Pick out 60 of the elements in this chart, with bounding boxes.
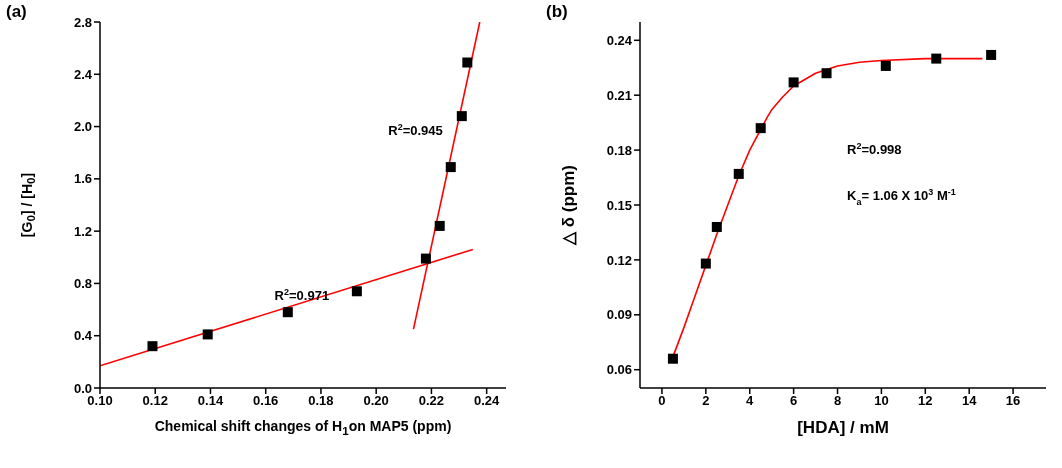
y-tick-label: 0.0 bbox=[73, 380, 92, 396]
y-tick-label: 0.12 bbox=[606, 252, 632, 268]
point bbox=[456, 111, 467, 122]
y-tick-label: 0.4 bbox=[73, 328, 93, 344]
annotation: K$_{a}$= 1.06 X 10$^{3}$ M$^{-1}$ bbox=[847, 186, 956, 207]
chart-title: (a) bbox=[6, 2, 27, 22]
y-tick-label: 0.06 bbox=[606, 362, 632, 378]
annotation: R$^{2}$=0.971 bbox=[274, 287, 330, 304]
y-tick-label: 2.8 bbox=[73, 14, 92, 30]
x-tick-label: 0.16 bbox=[253, 393, 279, 409]
y-tick-label: 0.15 bbox=[606, 197, 632, 213]
x-tick-label: 2 bbox=[702, 393, 710, 409]
point bbox=[445, 162, 456, 173]
x-axis-title: Chemical shift changes of H$_{1}$on MAP5 (ppm) bbox=[153, 418, 453, 437]
point bbox=[711, 221, 722, 232]
y-tick-label: 0.18 bbox=[606, 142, 632, 158]
y-tick-label: 2.0 bbox=[73, 119, 92, 135]
y-tick-label: 0.21 bbox=[606, 87, 632, 103]
annotation: R$^{2}$=0.998 bbox=[847, 140, 902, 157]
y-tick-label: 0.09 bbox=[606, 307, 632, 323]
y-axis-title: △ δ (ppm) bbox=[557, 165, 579, 245]
point bbox=[788, 77, 799, 88]
point bbox=[821, 68, 832, 79]
point bbox=[282, 307, 293, 318]
point bbox=[986, 49, 997, 60]
x-tick-label: 0.18 bbox=[308, 393, 334, 409]
point bbox=[351, 286, 362, 297]
x-tick-label: 14 bbox=[961, 393, 978, 409]
y-tick-label: 0.24 bbox=[606, 32, 633, 48]
point bbox=[434, 220, 445, 231]
x-tick-label: 0.20 bbox=[363, 393, 389, 409]
y-tick-label: 1.6 bbox=[73, 171, 92, 187]
point bbox=[147, 341, 158, 352]
point bbox=[931, 53, 942, 64]
chart-title: (b) bbox=[546, 2, 568, 22]
x-tick-label: 0 bbox=[658, 393, 666, 409]
point bbox=[733, 168, 744, 179]
y-tick-label: 0.8 bbox=[73, 276, 92, 292]
x-tick-label: 0.14 bbox=[197, 393, 224, 409]
x-axis-title: [HDA] / mM bbox=[796, 418, 890, 438]
annotation: R$^{2}$=0.945 bbox=[388, 122, 443, 139]
x-tick-label: 0.10 bbox=[87, 393, 113, 409]
x-tick-label: 4 bbox=[746, 393, 755, 409]
y-tick-label: 2.4 bbox=[73, 66, 93, 82]
x-tick-label: 10 bbox=[874, 393, 889, 409]
point bbox=[880, 60, 891, 71]
x-tick-label: 0.24 bbox=[474, 393, 501, 409]
point bbox=[420, 253, 431, 264]
x-tick-label: 6 bbox=[790, 393, 798, 409]
point bbox=[755, 123, 766, 134]
x-tick-label: 16 bbox=[1005, 393, 1021, 409]
point bbox=[462, 57, 473, 68]
y-tick-label: 1.2 bbox=[73, 223, 92, 239]
point bbox=[700, 258, 711, 269]
x-tick-label: 0.22 bbox=[418, 393, 445, 409]
point bbox=[667, 353, 678, 364]
x-tick-label: 8 bbox=[833, 393, 842, 409]
x-tick-label: 0.12 bbox=[142, 393, 168, 409]
point bbox=[202, 329, 213, 340]
x-tick-label: 12 bbox=[918, 393, 933, 409]
